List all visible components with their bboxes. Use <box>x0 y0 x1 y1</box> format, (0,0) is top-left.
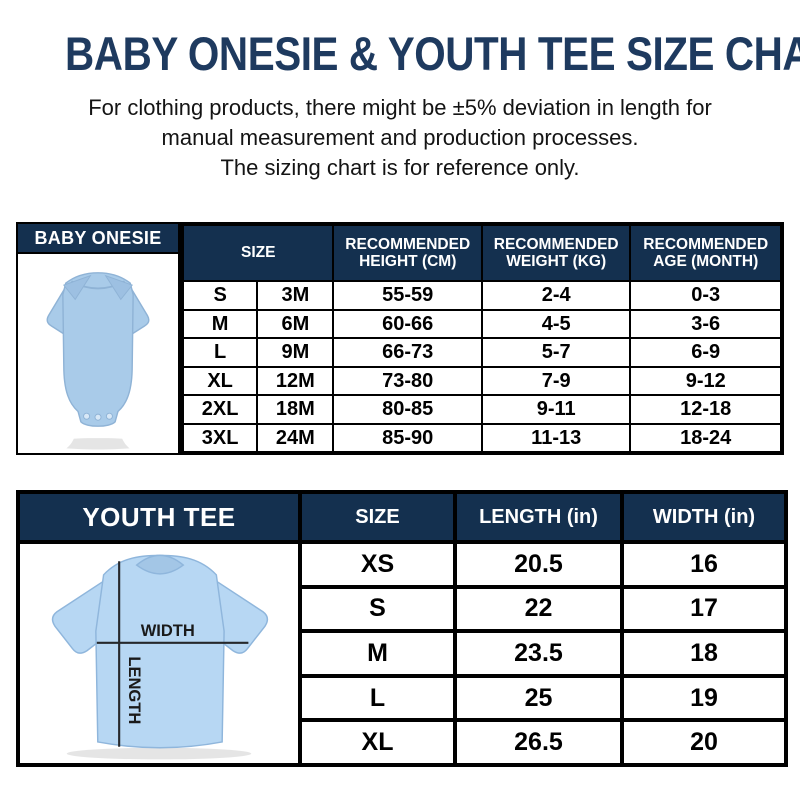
baby-onesie-panel: BABY ONESIE <box>18 224 182 453</box>
size-cell: M <box>298 629 457 678</box>
youth-tee-panel-title: YOUTH TEE <box>16 490 302 544</box>
size-cell: S <box>181 280 259 311</box>
length-cell: 20.5 <box>453 540 624 589</box>
baby-onesie-image <box>18 254 178 453</box>
disclaimer-line-3: The sizing chart is for reference only. <box>220 155 580 180</box>
month-size-cell: 6M <box>256 308 335 339</box>
column-header-length: LENGTH (in) <box>453 490 624 544</box>
month-size-cell: 18M <box>256 394 335 425</box>
table-row: XL 26.5 20 <box>18 718 788 767</box>
table-row: L 25 19 <box>18 673 788 723</box>
age-cell: 9-12 <box>629 365 782 396</box>
height-cell: 73-80 <box>332 365 483 396</box>
youth-tee-illustration: WIDTH LENGTH <box>51 554 269 759</box>
size-cell: 3XL <box>181 422 259 453</box>
table-row: 3XL 24M 85-90 11-13 18-24 <box>181 422 782 453</box>
column-header-width: WIDTH (in) <box>620 490 788 544</box>
youth-size-table: YOUTH TEE SIZE LENGTH (in) WIDTH (in) <box>16 490 788 767</box>
width-cell: 19 <box>620 673 788 723</box>
month-size-cell: 3M <box>256 280 335 311</box>
table-row: XL 12M 73-80 7-9 9-12 <box>181 365 782 396</box>
baby-onesie-size-chart: BABY ONESIE <box>16 222 784 455</box>
size-cell: L <box>181 337 259 368</box>
width-cell: 18 <box>620 629 788 678</box>
height-cell: 80-85 <box>332 394 483 425</box>
length-cell: 23.5 <box>453 629 624 678</box>
column-header-height: RECOMMENDED HEIGHT (CM) <box>332 224 483 282</box>
weight-cell: 11-13 <box>480 422 632 453</box>
width-cell: 16 <box>620 540 788 589</box>
width-cell: 20 <box>620 718 788 767</box>
length-cell: 25 <box>453 673 624 723</box>
table-row: 2XL 18M 80-85 9-11 12-18 <box>181 394 782 425</box>
month-size-cell: 12M <box>256 365 335 396</box>
column-header-weight: RECOMMENDED WEIGHT (KG) <box>480 224 632 282</box>
column-header-size: SIZE <box>181 224 335 282</box>
baby-onesie-panel-title: BABY ONESIE <box>18 224 178 254</box>
page-title: BABY ONESIE & YOUTH TEE SIZE CHART <box>65 27 800 80</box>
height-cell: 66-73 <box>332 337 483 368</box>
youth-tee-image: WIDTH LENGTH <box>16 540 302 767</box>
length-cell: 22 <box>453 584 624 634</box>
month-size-cell: 24M <box>256 422 335 453</box>
width-diagram-label: WIDTH <box>141 622 195 640</box>
weight-cell: 2-4 <box>480 280 632 311</box>
weight-cell: 5-7 <box>480 337 632 368</box>
disclaimer-line-1: For clothing products, there might be ±5… <box>88 95 712 120</box>
age-cell: 18-24 <box>629 422 782 453</box>
size-cell: XL <box>298 718 457 767</box>
height-cell: 85-90 <box>332 422 483 453</box>
table-row: M 6M 60-66 4-5 3-6 <box>181 308 782 339</box>
table-row: M 23.5 18 <box>18 629 788 678</box>
table-row: L 9M 66-73 5-7 6-9 <box>181 337 782 368</box>
weight-cell: 4-5 <box>480 308 632 339</box>
length-diagram-label: LENGTH <box>125 656 143 724</box>
height-cell: 60-66 <box>332 308 483 339</box>
youth-table-header-row: YOUTH TEE SIZE LENGTH (in) WIDTH (in) <box>16 490 788 544</box>
month-size-cell: 9M <box>256 337 335 368</box>
size-cell: S <box>298 584 457 634</box>
baby-table-header-row: SIZE RECOMMENDED HEIGHT (CM) RECOMMENDED… <box>181 224 782 282</box>
title-block: BABY ONESIE & YOUTH TEE SIZE CHART <box>0 26 800 81</box>
size-cell: XL <box>181 365 259 396</box>
width-cell: 17 <box>620 584 788 634</box>
age-cell: 3-6 <box>629 308 782 339</box>
youth-tee-size-chart: YOUTH TEE SIZE LENGTH (in) WIDTH (in) <box>16 490 788 767</box>
age-cell: 0-3 <box>629 280 782 311</box>
height-cell: 55-59 <box>332 280 483 311</box>
baby-onesie-illustration <box>22 271 174 453</box>
table-row: S 3M 55-59 2-4 0-3 <box>181 280 782 311</box>
column-header-size: SIZE <box>298 490 457 544</box>
age-cell: 6-9 <box>629 337 782 368</box>
column-header-age: RECOMMENDED AGE (MONTH) <box>629 224 782 282</box>
length-cell: 26.5 <box>453 718 624 767</box>
weight-cell: 9-11 <box>480 394 632 425</box>
size-cell: M <box>181 308 259 339</box>
disclaimer-line-2: manual measurement and production proces… <box>161 125 639 150</box>
age-cell: 12-18 <box>629 394 782 425</box>
disclaimer-text: For clothing products, there might be ±5… <box>0 93 800 183</box>
size-cell: L <box>298 673 457 723</box>
baby-size-table: SIZE RECOMMENDED HEIGHT (CM) RECOMMENDED… <box>181 224 782 453</box>
weight-cell: 7-9 <box>480 365 632 396</box>
size-cell: 2XL <box>181 394 259 425</box>
table-row: S 22 17 <box>18 584 788 634</box>
size-cell: XS <box>298 540 457 589</box>
table-row: WIDTH LENGTH XS 20.5 16 <box>16 540 788 767</box>
